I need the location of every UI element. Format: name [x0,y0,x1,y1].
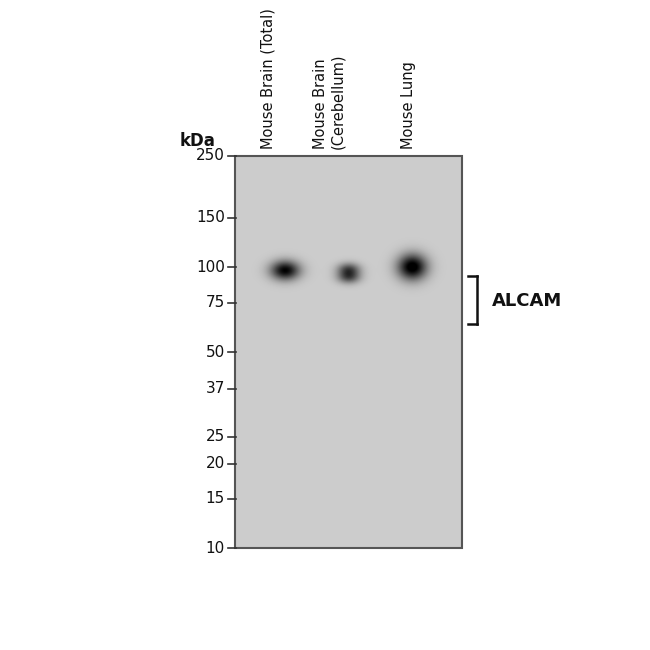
Text: kDa: kDa [179,131,215,150]
Text: 75: 75 [205,295,225,310]
Text: 150: 150 [196,211,225,226]
Text: 100: 100 [196,260,225,275]
Text: ALCAM: ALCAM [492,292,562,309]
Text: 20: 20 [205,456,225,471]
Text: Mouse Brain
(Cerebellum): Mouse Brain (Cerebellum) [313,53,346,149]
Text: 250: 250 [196,148,225,163]
Text: 15: 15 [205,491,225,506]
Text: Mouse Brain (Total): Mouse Brain (Total) [260,8,275,149]
Text: 50: 50 [205,344,225,359]
Text: 37: 37 [205,382,225,396]
Text: Mouse Lung: Mouse Lung [401,61,416,149]
Text: 10: 10 [205,541,225,556]
Text: 25: 25 [205,429,225,444]
Bar [235,155,462,549]
